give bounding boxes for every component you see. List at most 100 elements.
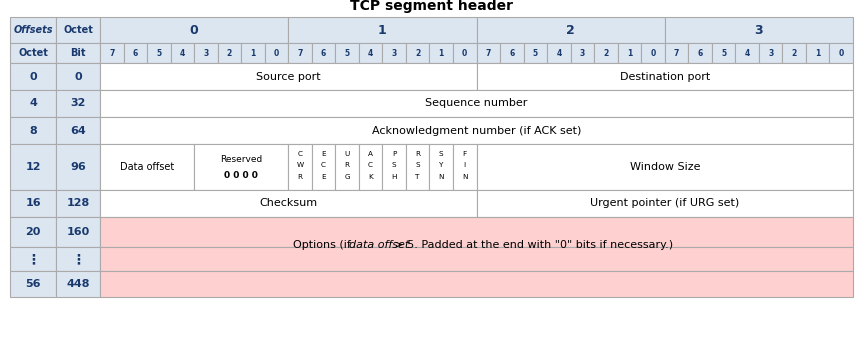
Text: Data offset: Data offset <box>120 162 174 172</box>
Bar <box>453 43 476 63</box>
Text: S: S <box>392 162 396 168</box>
Text: data offset: data offset <box>350 240 410 251</box>
Text: TCP segment header: TCP segment header <box>350 0 513 13</box>
Text: 1: 1 <box>627 49 632 57</box>
Bar <box>288 17 476 43</box>
Text: S: S <box>415 162 420 168</box>
Text: 3: 3 <box>768 49 773 57</box>
Bar <box>194 43 217 63</box>
Text: Bit: Bit <box>70 48 85 58</box>
Bar <box>194 144 288 190</box>
Text: U: U <box>344 151 350 157</box>
Text: 1: 1 <box>378 24 387 37</box>
Text: 56: 56 <box>25 279 41 289</box>
Text: Acknowledgment number (if ACK set): Acknowledgment number (if ACK set) <box>372 126 581 136</box>
Text: C: C <box>298 151 303 157</box>
Bar <box>10 247 56 271</box>
Bar <box>56 247 100 271</box>
Bar <box>56 117 100 144</box>
Text: Octet: Octet <box>18 48 48 58</box>
Text: 4: 4 <box>368 49 373 57</box>
Text: Checksum: Checksum <box>259 199 318 208</box>
Bar <box>430 43 453 63</box>
Bar <box>56 144 100 190</box>
Text: 0: 0 <box>839 49 844 57</box>
Text: 0: 0 <box>274 49 279 57</box>
Bar <box>10 117 56 144</box>
Text: N: N <box>462 174 468 180</box>
Bar <box>524 43 547 63</box>
Bar <box>56 63 100 90</box>
Text: C: C <box>369 162 373 168</box>
Bar <box>56 217 100 247</box>
Text: E: E <box>321 174 326 180</box>
Bar <box>100 247 853 271</box>
Text: 5: 5 <box>721 49 726 57</box>
Text: Octet: Octet <box>63 25 93 35</box>
Bar <box>476 17 665 43</box>
Text: N: N <box>438 174 444 180</box>
Text: Window Size: Window Size <box>629 162 700 172</box>
Bar <box>382 43 406 63</box>
Text: 8: 8 <box>29 126 37 136</box>
Bar <box>100 271 853 297</box>
Bar <box>100 144 194 190</box>
Text: 3: 3 <box>204 49 209 57</box>
Text: 16: 16 <box>25 199 41 208</box>
Bar <box>359 144 382 190</box>
Text: G: G <box>344 174 350 180</box>
Text: 7: 7 <box>109 49 115 57</box>
Bar <box>312 144 336 190</box>
Bar <box>476 144 853 190</box>
Bar <box>10 190 56 217</box>
Bar <box>123 43 147 63</box>
Text: Source port: Source port <box>256 71 320 82</box>
Bar <box>100 63 476 90</box>
Bar <box>241 43 265 63</box>
Text: Destination port: Destination port <box>620 71 710 82</box>
Text: 6: 6 <box>509 49 514 57</box>
Bar <box>641 43 665 63</box>
Text: 0 0 0 0: 0 0 0 0 <box>224 170 258 180</box>
Bar <box>288 43 312 63</box>
Text: Sequence number: Sequence number <box>425 99 527 108</box>
Bar <box>171 43 194 63</box>
Bar <box>147 43 171 63</box>
Bar <box>406 144 430 190</box>
Bar <box>100 117 853 144</box>
Text: 7: 7 <box>298 49 303 57</box>
Text: 0: 0 <box>651 49 656 57</box>
Text: 1: 1 <box>438 49 444 57</box>
Text: 1: 1 <box>250 49 255 57</box>
Text: S: S <box>439 151 444 157</box>
Text: 5: 5 <box>344 49 350 57</box>
Text: 7: 7 <box>674 49 679 57</box>
Text: K: K <box>369 174 373 180</box>
Bar <box>665 43 689 63</box>
Bar <box>336 43 359 63</box>
Text: Reserved: Reserved <box>220 155 262 163</box>
Bar <box>10 271 56 297</box>
Text: R: R <box>298 174 303 180</box>
Text: 0: 0 <box>190 24 198 37</box>
Bar <box>618 43 641 63</box>
Text: 4: 4 <box>180 49 185 57</box>
Text: 3: 3 <box>754 24 763 37</box>
Bar <box>56 90 100 117</box>
Text: P: P <box>392 151 396 157</box>
Text: 2: 2 <box>415 49 420 57</box>
Bar <box>406 43 430 63</box>
Bar <box>453 144 476 190</box>
Bar <box>10 17 56 43</box>
Bar <box>100 17 288 43</box>
Bar <box>217 43 241 63</box>
Text: 12: 12 <box>25 162 41 172</box>
Bar <box>430 144 453 190</box>
Bar <box>783 43 806 63</box>
Text: ⋮: ⋮ <box>26 252 40 266</box>
Text: 2: 2 <box>603 49 608 57</box>
Bar <box>665 17 853 43</box>
Text: R: R <box>415 151 420 157</box>
Text: T: T <box>415 174 420 180</box>
Bar <box>100 90 853 117</box>
